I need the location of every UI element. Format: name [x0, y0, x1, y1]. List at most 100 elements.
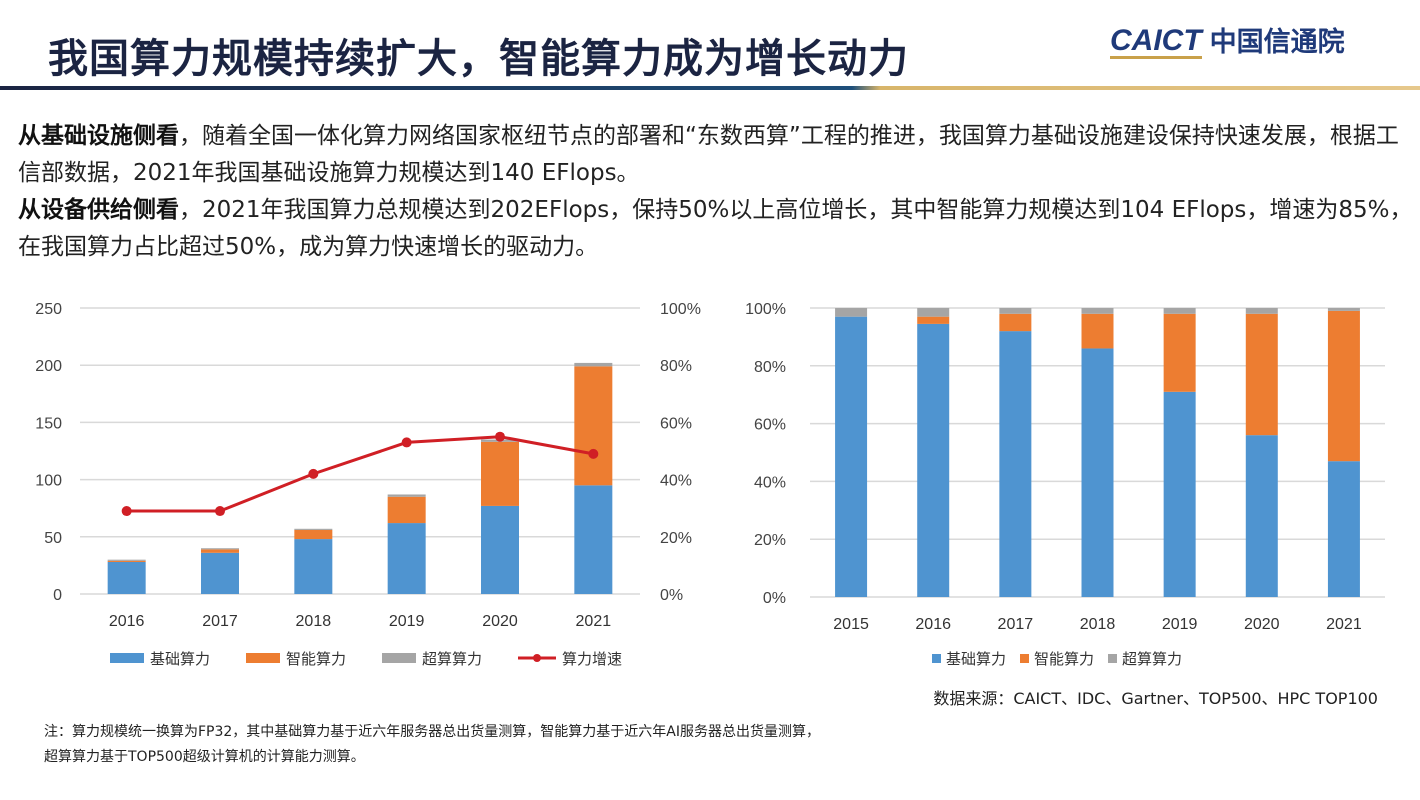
- bar-super: [835, 308, 868, 317]
- bar-basic: [481, 505, 519, 594]
- summary-text: 从基础设施侧看，随着全国一体化算力网络国家枢纽节点的部署和“东数西算”工程的推进…: [18, 118, 1413, 266]
- x-tick-label: 2015: [833, 616, 869, 633]
- y-tick-label: 150: [35, 415, 62, 432]
- bar-basic: [835, 316, 868, 597]
- bar-super: [1081, 308, 1114, 314]
- x-tick-label: 2020: [1244, 616, 1280, 633]
- data-source: 数据来源：CAICT、IDC、Gartner、TOP500、HPC TOP100: [933, 689, 1378, 708]
- footnote: 注：算力规模统一换算为FP32，其中基础算力基于近六年服务器总出货量测算，智能算…: [44, 720, 820, 770]
- page-title: 我国算力规模持续扩大，智能算力成为增长动力: [48, 36, 909, 82]
- bar-basic: [1081, 348, 1114, 597]
- bar-intelligent: [1245, 313, 1278, 436]
- legend-swatch: [1108, 654, 1117, 663]
- growth-point: [121, 506, 132, 517]
- bar-intelligent: [999, 313, 1032, 332]
- y-tick-label: 200: [35, 358, 62, 375]
- bar-intelligent: [574, 366, 613, 486]
- y-tick-label: 50: [44, 530, 62, 547]
- compute-scale-chart: 0 50 100 150 200 250 0% 20% 40% 60% 80% 100% 2016 201…: [35, 301, 701, 668]
- bar-intelligent: [1163, 313, 1196, 392]
- bar-intelligent: [201, 549, 239, 553]
- y2-tick-label: 100%: [660, 301, 701, 318]
- legend-swatch: [110, 653, 144, 663]
- x-tick-label: 2018: [296, 613, 332, 630]
- legend-label: 超算算力: [422, 650, 482, 668]
- caict-logo: CAICT 中国信通院: [1110, 26, 1345, 59]
- bar-super: [1245, 308, 1278, 314]
- y2-tick-label: 60%: [660, 415, 692, 432]
- y-tick-label: 20%: [754, 532, 786, 549]
- bar-super: [201, 548, 239, 550]
- logo-cn: 中国信通院: [1209, 27, 1345, 58]
- text: ，2021年我国算力总规模达到202EFlops，保持50%以上高位增长，其中智…: [18, 197, 1413, 260]
- y2-tick-label: 40%: [660, 473, 692, 490]
- y2-tick-label: 0%: [660, 587, 683, 604]
- footnote-line: 超算算力基于TOP500超级计算机的计算能力测算。: [44, 749, 365, 765]
- lead: 从基础设施侧看: [18, 123, 179, 149]
- y-tick-label: 0: [53, 587, 62, 604]
- y2-tick-label: 20%: [660, 530, 692, 547]
- growth-point: [401, 437, 412, 448]
- paragraph-supply: 从设备供给侧看，2021年我国算力总规模达到202EFlops，保持50%以上高…: [18, 192, 1413, 266]
- lead: 从设备供给侧看: [18, 197, 179, 223]
- bar-intelligent: [387, 496, 426, 524]
- bar-super: [107, 559, 146, 561]
- bar-intelligent: [294, 529, 333, 540]
- x-tick-label: 2019: [389, 613, 425, 630]
- x-tick-label: 2020: [482, 613, 518, 630]
- bar-super: [999, 308, 1032, 314]
- x-tick-label: 2021: [1326, 616, 1362, 633]
- x-tick-label: 2017: [998, 616, 1034, 633]
- x-tick-label: 2017: [202, 613, 238, 630]
- bar-basic: [294, 539, 333, 594]
- legend-swatch: [382, 653, 416, 663]
- growth-point: [495, 431, 505, 442]
- legend-label: 智能算力: [1034, 650, 1094, 668]
- bar-intelligent: [917, 316, 950, 324]
- y-tick-label: 40%: [754, 474, 786, 491]
- x-tick-label: 2019: [1162, 616, 1198, 633]
- bar-super: [294, 528, 333, 530]
- legend-marker: [533, 654, 541, 662]
- text: ，随着全国一体化算力网络国家枢纽节点的部署和“东数西算”工程的推进，我国算力基础…: [18, 123, 1399, 186]
- bar-intelligent: [1081, 313, 1114, 349]
- bar-basic: [999, 331, 1032, 597]
- y-tick-label: 80%: [754, 359, 786, 376]
- compute-share-chart: 0% 20% 40% 60% 80% 100% 2015 2016 2017 2018 2019 20…: [745, 301, 1385, 668]
- paragraph-infrastructure: 从基础设施侧看，随着全国一体化算力网络国家枢纽节点的部署和“东数西算”工程的推进…: [18, 118, 1413, 192]
- bar-basic: [107, 561, 146, 594]
- y-tick-label: 100: [35, 473, 62, 490]
- bar-basic: [917, 323, 950, 597]
- y2-tick-label: 80%: [660, 358, 692, 375]
- bar-basic: [387, 523, 426, 594]
- legend-label: 算力增速: [562, 650, 622, 668]
- bar-super: [387, 494, 426, 497]
- x-tick-label: 2016: [915, 616, 951, 633]
- bar-intelligent: [107, 560, 146, 562]
- bar-intelligent: [481, 441, 519, 506]
- x-tick-label: 2018: [1080, 616, 1116, 633]
- legend-swatch: [1020, 654, 1029, 663]
- bar-super: [574, 362, 613, 367]
- y-tick-label: 0%: [763, 590, 786, 607]
- legend-swatch: [932, 654, 941, 663]
- legend-label: 基础算力: [150, 650, 210, 668]
- bar-basic: [574, 485, 613, 594]
- x-tick-label: 2021: [576, 613, 612, 630]
- bar-basic: [1163, 391, 1196, 597]
- x-tick-label: 2016: [109, 613, 145, 630]
- y-tick-label: 250: [35, 301, 62, 318]
- bar-super: [1327, 308, 1360, 311]
- bar-super: [917, 308, 950, 317]
- legend-label: 基础算力: [946, 650, 1006, 668]
- growth-line: [126, 435, 594, 513]
- y-tick-label: 100%: [745, 301, 786, 318]
- bar-super: [1163, 308, 1196, 314]
- legend-label: 超算算力: [1122, 650, 1182, 668]
- y-tick-label: 60%: [754, 417, 786, 434]
- legend-swatch: [246, 653, 280, 663]
- bar-basic: [1245, 435, 1278, 597]
- bar-intelligent: [1327, 310, 1360, 462]
- bar-basic: [201, 552, 239, 594]
- footnote-line: 注：算力规模统一换算为FP32，其中基础算力基于近六年服务器总出货量测算，智能算…: [44, 724, 821, 740]
